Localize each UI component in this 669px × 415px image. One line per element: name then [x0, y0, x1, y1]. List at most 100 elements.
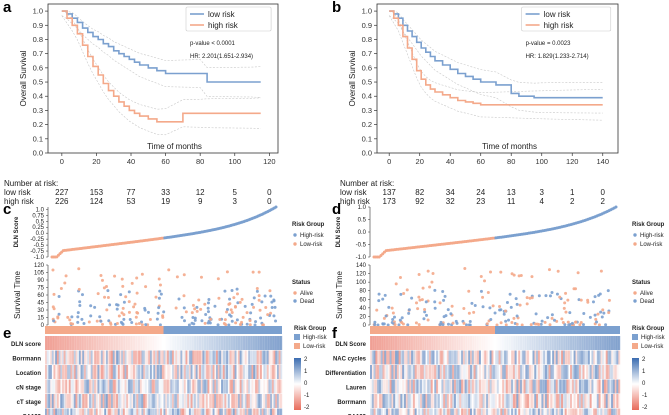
heatmap-cell [545, 351, 547, 365]
survival-point [224, 323, 228, 327]
heatmap-cell [278, 336, 281, 350]
heatmap-cell [144, 350, 147, 365]
heatmap-cell [514, 350, 517, 365]
heatmap-cell [591, 408, 594, 415]
heatmap-cell [199, 336, 201, 350]
heatmap-cell [391, 350, 394, 365]
heatmap-cell [90, 394, 93, 408]
heatmap-cell [470, 365, 472, 379]
heatmap-cell [63, 408, 66, 415]
heatmap-cell [246, 394, 249, 408]
score-tick-label: -0.75 [30, 249, 44, 255]
heatmap-cell [46, 379, 49, 394]
heatmap-cell [568, 336, 571, 350]
heatmap-cell [207, 336, 210, 350]
colorbar [632, 358, 639, 410]
heatmap-cell [164, 336, 166, 350]
heatmap-cell [133, 365, 135, 379]
survival-point [512, 316, 516, 320]
heatmap-cell [491, 379, 494, 394]
heatmap-cell [371, 394, 374, 408]
heatmap-cell [548, 336, 551, 350]
heatmap-cell [262, 365, 264, 379]
heatmap-cell [187, 379, 190, 394]
heatmap-cell [378, 379, 381, 394]
heatmap-cell [498, 350, 501, 365]
heatmap-cell [441, 408, 444, 415]
heatmap-cell [418, 379, 421, 394]
heatmap-cell [500, 336, 502, 350]
survival-point [570, 321, 574, 325]
survival-point [233, 305, 237, 309]
heatmap-cell [149, 350, 152, 365]
heatmap-cell [518, 336, 521, 350]
heatmap-cell [614, 394, 617, 408]
heatmap-cell [428, 336, 431, 350]
survival-point [387, 305, 391, 309]
heatmap-cell [124, 336, 127, 350]
heatmap-cell [78, 365, 81, 379]
heatmap-cell [163, 365, 166, 379]
heatmap-cell [171, 394, 174, 408]
heatmap-cell [584, 408, 587, 415]
heatmap-cell [514, 365, 517, 379]
heatmap-cell [236, 380, 238, 394]
heatmap-cell [102, 350, 105, 365]
heatmap-cell [79, 380, 81, 394]
heatmap-cell [263, 350, 266, 365]
heatmap-cell [155, 336, 157, 350]
heatmap-cell [395, 379, 397, 394]
heatmap-cell [100, 336, 103, 350]
plot-frame [47, 3, 279, 154]
heatmap-cell [532, 350, 535, 365]
survival-point [441, 289, 445, 293]
hazard-ratio-text: HR: 2.201(1.651-2.934) [190, 54, 253, 60]
risk-legend-label: Low-risk [300, 242, 323, 248]
heatmap-cell [378, 350, 381, 365]
heatmap-cell [227, 408, 230, 415]
survival-point [260, 300, 264, 304]
heatmap-cell [496, 350, 499, 365]
heatmap-cell [134, 394, 137, 408]
heatmap-cell [116, 350, 118, 365]
y-axis-label: Overall Survival [19, 50, 28, 106]
survival-point [158, 289, 162, 293]
heatmap-cell [89, 336, 91, 350]
status-legend-marker [293, 291, 297, 295]
heatmap-cell [209, 408, 212, 415]
heatmap-cell [73, 379, 76, 394]
heatmap-cell [393, 394, 396, 408]
heatmap-cell [609, 336, 612, 350]
survival-point [162, 310, 166, 314]
heatmap-cell [146, 350, 149, 365]
heatmap-cell [231, 336, 234, 350]
heatmap-cell [239, 365, 242, 379]
heatmap-cell [232, 350, 235, 365]
heatmap-cell [199, 365, 201, 379]
heatmap-cell [489, 350, 492, 365]
heatmap-cell [499, 336, 501, 350]
heatmap-cell [443, 394, 446, 408]
heatmap-cell [52, 365, 54, 379]
heatmap-cell [192, 394, 195, 408]
heatmap-cell [251, 408, 254, 415]
heatmap-cell [577, 408, 580, 415]
risk-count: 32 [446, 197, 455, 206]
heatmap-cell [265, 380, 267, 394]
heatmap-cell [562, 350, 565, 365]
heatmap-row-label: DLN score [11, 342, 42, 348]
heatmap-cell [437, 379, 440, 394]
heatmap-cell [193, 350, 196, 365]
heatmap-cell [452, 350, 455, 365]
heatmap-cell [114, 350, 117, 365]
heatmap-cell [158, 394, 161, 408]
heatmap-cell [237, 350, 240, 365]
survival-point [606, 289, 610, 293]
heatmap-cell [477, 379, 480, 394]
heatmap-cell [85, 394, 88, 408]
survival-point [76, 315, 80, 319]
heatmap-cell [503, 336, 506, 350]
heatmap-cell [541, 350, 544, 365]
y-tick-label: 0.6 [33, 63, 43, 72]
heatmap-cell [475, 379, 478, 394]
